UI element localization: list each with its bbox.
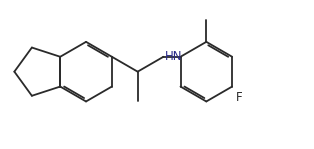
Text: F: F	[236, 91, 242, 104]
Text: HN: HN	[165, 50, 182, 63]
